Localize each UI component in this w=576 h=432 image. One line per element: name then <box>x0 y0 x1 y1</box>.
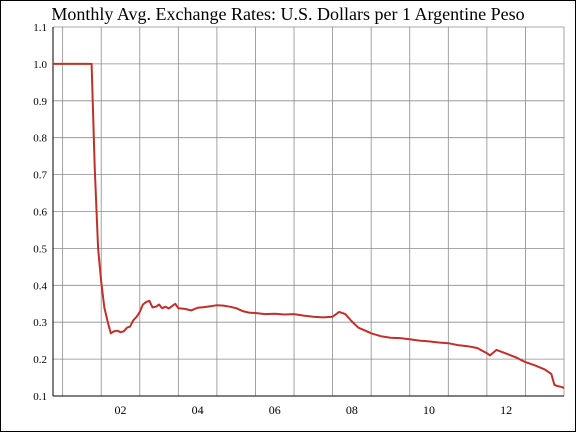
y-tick-label: 0.9 <box>33 96 47 108</box>
y-axis-tick-labels: 0.1 0.2 0.3 0.4 0.5 0.6 0.7 0.8 0.9 1.0 1.1 <box>33 22 47 403</box>
y-tick-label: 0.3 <box>33 317 47 329</box>
y-tick-label: 0.8 <box>33 133 47 145</box>
series-line <box>53 62 565 389</box>
series-lines <box>53 62 565 389</box>
y-tick-label: 0.1 <box>33 391 47 403</box>
x-tick-label: 10 <box>423 403 435 417</box>
y-tick-label: 0.4 <box>33 280 47 292</box>
y-tick-label: 0.5 <box>33 243 47 255</box>
grid-lines <box>52 26 565 397</box>
x-axis-tick-labels: 02 04 06 08 10 12 <box>114 403 512 417</box>
x-tick-label: 08 <box>346 403 358 417</box>
x-tick-label: 02 <box>114 403 126 417</box>
y-tick-label: 0.7 <box>33 170 47 182</box>
y-tick-label: 0.6 <box>33 207 47 219</box>
x-tick-label: 12 <box>500 403 512 417</box>
x-tick-label: 04 <box>192 403 204 417</box>
x-tick-label: 06 <box>269 403 281 417</box>
axes <box>52 27 564 397</box>
y-tick-label: 1.1 <box>33 22 47 34</box>
y-tick-label: 0.2 <box>33 354 47 366</box>
chart-title: Monthly Avg. Exchange Rates: U.S. Dollar… <box>51 4 525 24</box>
y-tick-label: 1.0 <box>33 59 47 71</box>
